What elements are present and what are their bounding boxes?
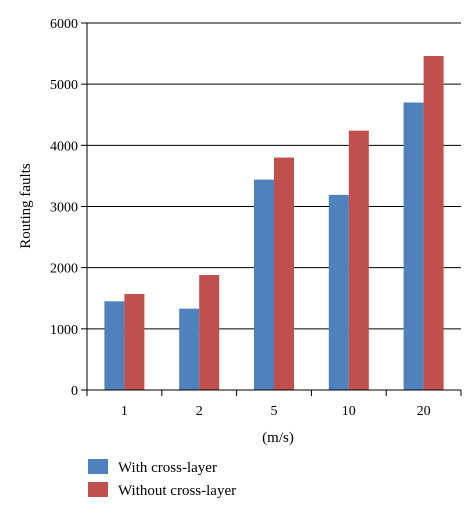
x-tick-label: 1 [121,404,128,419]
y-tick-labels: 0 1000 2000 3000 4000 5000 6000 [50,17,87,399]
legend-label: Without cross-layer [118,483,236,499]
legend-swatch [88,459,108,474]
y-tick-label: 1000 [50,323,78,338]
y-tick-label: 6000 [50,17,78,32]
bar-without-cross-layer [124,293,145,390]
bar-with-cross-layer [179,308,200,390]
bar-without-cross-layer [274,157,294,390]
y-tick-label: 0 [71,384,78,399]
bar-without-cross-layer [423,56,444,390]
bar-without-cross-layer [348,130,369,391]
bar-with-cross-layer [403,102,424,391]
x-tick-label: 5 [271,404,278,419]
y-axis-label: Routing faults [18,163,34,249]
x-axis-label: (m/s) [262,430,294,446]
bar-with-cross-layer [328,194,349,390]
legend-swatch [88,482,108,497]
x-tick-labels: 1 2 5 10 20 [86,390,462,419]
y-tick-label: 4000 [50,139,78,154]
y-tick-label: 2000 [50,262,78,277]
bar-with-cross-layer [254,179,274,390]
bar-with-cross-layer [104,301,125,390]
x-tick-label: 2 [196,404,203,419]
y-tick-label: 3000 [50,201,78,216]
y-tick-label: 5000 [50,78,78,93]
x-tick-label: 20 [417,404,431,419]
bar-without-cross-layer [199,275,220,390]
x-tick-label: 10 [342,404,356,419]
legend: With cross-layer Without cross-layer [88,459,236,499]
bars [104,56,444,391]
legend-label: With cross-layer [118,460,217,476]
